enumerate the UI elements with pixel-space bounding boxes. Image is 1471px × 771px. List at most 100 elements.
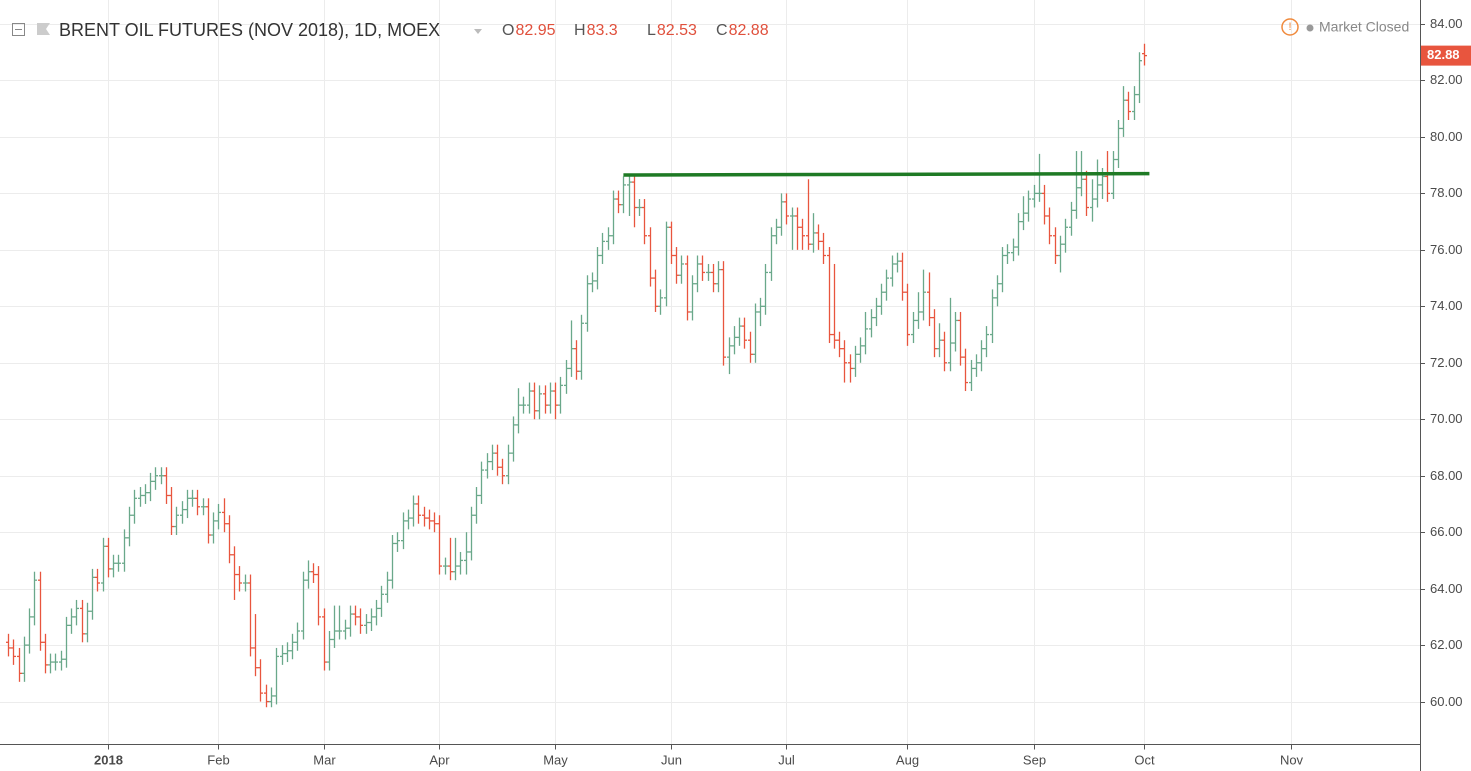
y-tick-label: 60.00 bbox=[1430, 694, 1463, 709]
y-tick-label: 74.00 bbox=[1430, 298, 1463, 313]
ohlc-bar bbox=[132, 489, 137, 524]
legend-key: H bbox=[574, 22, 586, 39]
ohlc-bar bbox=[80, 599, 85, 643]
ohlc-bar bbox=[211, 512, 216, 544]
ohlc-bar bbox=[322, 608, 327, 671]
ohlc-bar bbox=[905, 283, 910, 346]
ohlc-bar bbox=[706, 263, 711, 281]
legend-key: C bbox=[716, 22, 728, 39]
ohlc-bar bbox=[627, 173, 632, 216]
ohlc-bar bbox=[469, 506, 474, 561]
ohlc-bar bbox=[837, 331, 842, 358]
ohlc-bar bbox=[648, 227, 653, 287]
ohlc-bar bbox=[495, 444, 500, 476]
ohlc-bar bbox=[295, 622, 300, 651]
ohlc-bar bbox=[427, 509, 432, 530]
ohlc-bar bbox=[301, 571, 306, 640]
collapse-icon[interactable] bbox=[12, 23, 25, 36]
ohlc-bar bbox=[753, 303, 758, 363]
ohlc-bar bbox=[206, 498, 211, 544]
ohlc-bar bbox=[569, 320, 574, 377]
ohlc-bar bbox=[101, 537, 106, 592]
ohlc-bar bbox=[721, 261, 726, 366]
ohlc-bar bbox=[500, 458, 505, 485]
ohlc-bar bbox=[921, 269, 926, 321]
ohlc-bar bbox=[890, 255, 895, 287]
ohlc-bar bbox=[616, 190, 621, 214]
ohlc-bar bbox=[27, 608, 32, 654]
ohlc-bar bbox=[969, 359, 974, 392]
ohlc-bar bbox=[595, 247, 600, 290]
ohlc-bar bbox=[637, 199, 642, 216]
ohlc-bar bbox=[564, 359, 569, 394]
ohlc-bar bbox=[180, 501, 185, 524]
ohlc-bar bbox=[1016, 213, 1021, 256]
bars bbox=[6, 43, 1147, 708]
ohlc-bar bbox=[253, 614, 258, 677]
ohlc-bar bbox=[653, 269, 658, 312]
y-tick-label: 66.00 bbox=[1430, 524, 1463, 539]
ohlc-bar bbox=[711, 263, 716, 293]
legend-value: 82.95 bbox=[515, 22, 555, 39]
ohlc-bar bbox=[979, 340, 984, 372]
ohlc-bar bbox=[1126, 91, 1131, 120]
ohlc-bar bbox=[806, 179, 811, 250]
ohlc-bar bbox=[411, 495, 416, 527]
ohlc-bar bbox=[948, 297, 953, 372]
ohlc-bar bbox=[716, 261, 721, 293]
y-tick-label: 68.00 bbox=[1430, 468, 1463, 483]
ohlc-bar bbox=[516, 388, 521, 434]
ohlc-bar bbox=[842, 340, 847, 383]
ohlc-bar bbox=[401, 512, 406, 550]
x-tick-label: Jul bbox=[778, 752, 795, 767]
ohlc-bar bbox=[669, 221, 674, 264]
ohlc-bar bbox=[464, 532, 469, 575]
ohlc-bar bbox=[621, 176, 626, 214]
ohlc-bar bbox=[1116, 119, 1121, 168]
y-tick-label: 72.00 bbox=[1430, 355, 1463, 370]
ohlc-bar bbox=[11, 639, 16, 665]
ohlc-bar bbox=[69, 608, 74, 634]
alert-icon[interactable] bbox=[1281, 18, 1299, 36]
ohlc-bar bbox=[232, 546, 237, 600]
ohlc-bar bbox=[379, 585, 384, 617]
ohlc-bar bbox=[390, 535, 395, 589]
ohlc-legend: O 82.95 H 83.3 L 82.53 C 82.88 bbox=[502, 22, 769, 39]
ohlc-bar bbox=[353, 605, 358, 626]
ohlc-bar bbox=[190, 489, 195, 507]
legend-value: 83.3 bbox=[587, 22, 618, 39]
ohlc-bar bbox=[185, 489, 190, 519]
ohlc-bar bbox=[695, 255, 700, 293]
y-tick-label: 82.00 bbox=[1430, 72, 1463, 87]
ohlc-bar bbox=[679, 255, 684, 284]
ohlc-bar bbox=[395, 532, 400, 552]
ohlc-bar bbox=[269, 687, 274, 708]
dropdown-caret[interactable] bbox=[474, 29, 482, 34]
ohlc-bar bbox=[169, 487, 174, 536]
ohlc-bar bbox=[22, 636, 27, 682]
last-price-tag bbox=[1421, 45, 1471, 66]
ohlc-bar bbox=[174, 506, 179, 536]
ohlc-bar bbox=[1132, 86, 1137, 120]
ohlc-bar bbox=[422, 506, 427, 527]
ohlc-bar bbox=[658, 289, 663, 315]
x-tick-label: Feb bbox=[207, 752, 229, 767]
x-tick-label: Nov bbox=[1280, 752, 1304, 767]
ohlc-bar bbox=[458, 551, 463, 575]
ohlc-bar bbox=[1121, 86, 1126, 137]
ohlc-bar bbox=[606, 227, 611, 250]
ohlc-bar bbox=[106, 537, 111, 578]
ohlc-bar bbox=[358, 608, 363, 634]
ohlc-bar bbox=[937, 323, 942, 358]
flag-icon[interactable] bbox=[37, 23, 50, 35]
ohlc-bar bbox=[869, 309, 874, 338]
ohlc-bar bbox=[1063, 218, 1068, 253]
legend-key: L bbox=[647, 22, 656, 39]
ohlc-bar bbox=[195, 489, 200, 516]
ohlc-bar bbox=[511, 416, 516, 462]
x-tick-label: Jun bbox=[661, 752, 682, 767]
ohlc-bar bbox=[311, 563, 316, 584]
ohlc-bar bbox=[895, 252, 900, 273]
